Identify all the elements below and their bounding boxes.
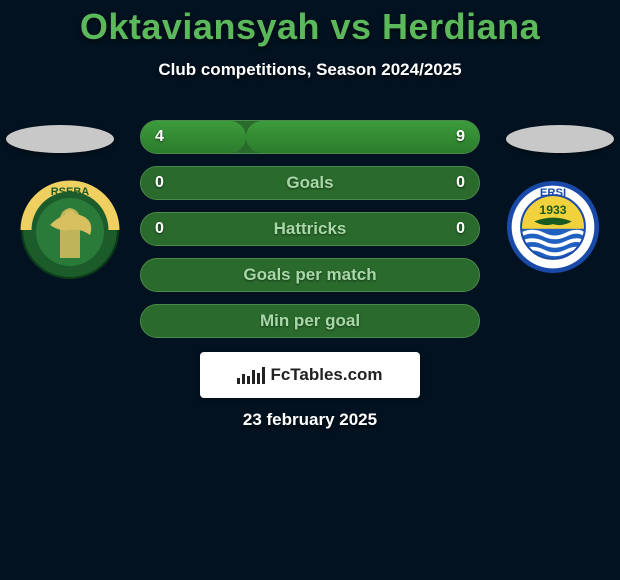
stat-label: Min per goal [260, 311, 360, 331]
comparison-title: Oktaviansyah vs Herdiana [0, 0, 620, 48]
stat-value-left: 0 [155, 174, 164, 192]
comparison-subtitle: Club competitions, Season 2024/2025 [0, 60, 620, 80]
stat-row-matches: 4 Matches 9 [140, 120, 480, 154]
stat-row-mpg: Min per goal [140, 304, 480, 338]
stat-row-goals: 0 Goals 0 [140, 166, 480, 200]
stat-label: Goals per match [243, 265, 376, 285]
stat-row-gpm: Goals per match [140, 258, 480, 292]
chart-bars-icon [237, 367, 265, 384]
stat-row-hattricks: 0 Hattricks 0 [140, 212, 480, 246]
club-badge-left: RSEBA [20, 180, 120, 280]
stat-value-right: 0 [456, 174, 465, 192]
stat-fill-right [246, 121, 479, 153]
player-ellipse-left [6, 125, 114, 153]
stat-value-right: 0 [456, 220, 465, 238]
brand-attribution: FcTables.com [200, 352, 420, 398]
stats-container: 4 Matches 9 0 Goals 0 0 Hattricks 0 Goal… [140, 120, 480, 350]
player-ellipse-right [506, 125, 614, 153]
stat-value-left: 0 [155, 220, 164, 238]
stat-value-right: 9 [456, 128, 465, 146]
brand-text: FcTables.com [270, 365, 382, 385]
club-badge-right: ERSI 1933 [506, 180, 600, 274]
stat-label: Hattricks [274, 219, 347, 239]
svg-text:1933: 1933 [539, 203, 566, 217]
persebaya-badge-icon: RSEBA [20, 180, 120, 280]
snapshot-date: 23 february 2025 [0, 410, 620, 430]
stat-label: Goals [286, 173, 333, 193]
svg-text:RSEBA: RSEBA [51, 186, 90, 198]
stat-value-left: 4 [155, 128, 164, 146]
persib-badge-icon: ERSI 1933 [506, 180, 600, 274]
